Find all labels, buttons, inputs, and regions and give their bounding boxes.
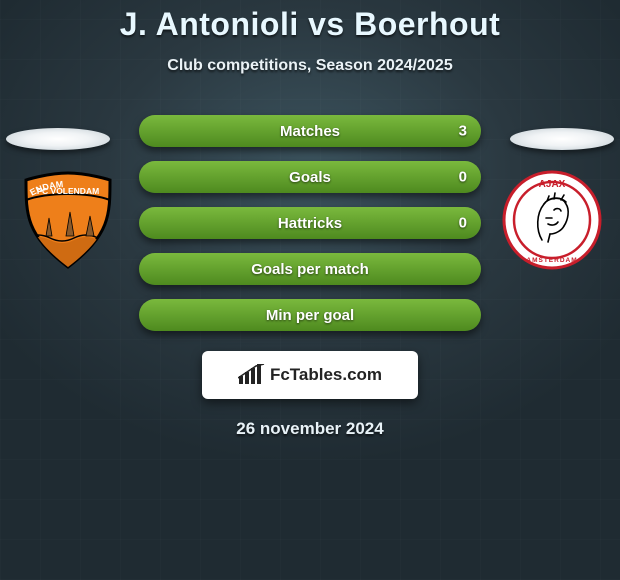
stat-pill: Hattricks 0: [139, 207, 481, 239]
stat-label: Hattricks: [278, 215, 342, 232]
stat-right-val: 0: [459, 215, 467, 232]
stat-pill: Goals 0: [139, 161, 481, 193]
stat-label: Min per goal: [266, 307, 354, 324]
stat-row-gpm: Goals per match: [139, 253, 481, 285]
date: 26 november 2024: [0, 419, 620, 439]
brand-text: FcTables.com: [270, 365, 382, 385]
page-title: J. Antonioli vs Boerhout: [0, 0, 620, 43]
volendam-text: FC VOLENDAM: [37, 186, 99, 196]
stat-row-goals: Goals 0: [139, 161, 481, 193]
stat-label: Goals: [289, 169, 331, 186]
comparison-card: J. Antonioli vs Boerhout Club competitio…: [0, 0, 620, 580]
stat-right-val: 3: [459, 123, 467, 140]
ajax-badge-svg: AJAX AMSTERDAM: [502, 170, 602, 270]
subtitle: Club competitions, Season 2024/2025: [0, 57, 620, 75]
stat-label: Goals per match: [251, 261, 369, 278]
brand-box[interactable]: FcTables.com: [202, 351, 418, 399]
ajax-text-top: AJAX: [539, 179, 566, 190]
stat-pill: Min per goal: [139, 299, 481, 331]
stat-right-val: 0: [459, 169, 467, 186]
stat-rows: Matches 3 Goals 0 Hattricks 0 Goals per …: [139, 115, 481, 331]
team-badge-left: FC VOLENDAM FC VOLENDAM: [18, 170, 118, 270]
stat-pill: Goals per match: [139, 253, 481, 285]
stat-row-hattricks: Hattricks 0: [139, 207, 481, 239]
ajax-text-bottom: AMSTERDAM: [526, 257, 577, 264]
bar-chart-icon: [238, 364, 266, 386]
player-pad-left: [6, 128, 110, 150]
stat-pill: Matches 3: [139, 115, 481, 147]
player-pad-right: [510, 128, 614, 150]
team-badge-right: AJAX AMSTERDAM: [502, 170, 602, 270]
volendam-badge-svg: FC VOLENDAM FC VOLENDAM: [18, 170, 118, 270]
stat-row-matches: Matches 3: [139, 115, 481, 147]
stat-row-mpg: Min per goal: [139, 299, 481, 331]
stat-label: Matches: [280, 123, 340, 140]
